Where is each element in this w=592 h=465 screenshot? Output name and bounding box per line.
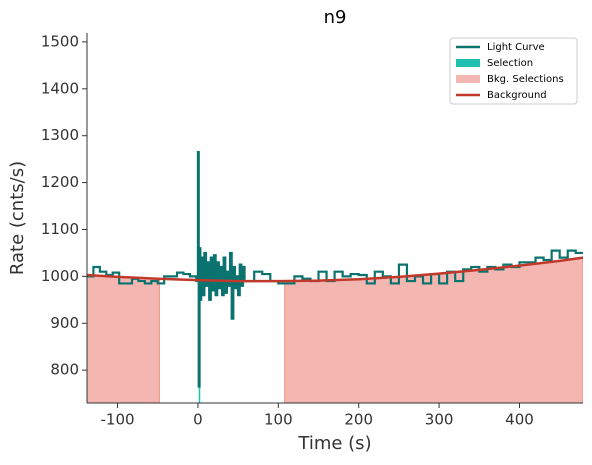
- y-tick-label: 1400: [41, 79, 79, 97]
- bkg-selection: [87, 274, 160, 403]
- y-tick-label: 1000: [41, 267, 79, 285]
- y-tick-label: 1200: [41, 173, 79, 191]
- legend-swatch: [456, 59, 480, 67]
- legend-label: Bkg. Selections: [487, 74, 564, 85]
- legend-label: Selection: [487, 58, 533, 69]
- chart-title: n9: [324, 7, 347, 28]
- y-tick-label: 800: [50, 361, 79, 379]
- x-axis-label: Time (s): [297, 433, 371, 454]
- background-curve: [87, 256, 583, 283]
- x-tick-label: 300: [425, 411, 454, 429]
- selection: [198, 386, 201, 403]
- x-tick-label: 200: [344, 411, 373, 429]
- x-tick-label: -100: [101, 411, 135, 429]
- x-tick-label: 100: [264, 411, 293, 429]
- legend-label: Light Curve: [487, 42, 545, 53]
- x-tick-label: 0: [193, 411, 203, 429]
- y-tick-label: 900: [50, 314, 79, 332]
- y-tick-label: 1500: [41, 32, 79, 50]
- legend-swatch: [456, 75, 480, 83]
- y-tick-label: 1300: [41, 126, 79, 144]
- plot-area: [87, 151, 583, 403]
- x-tick-label: 400: [505, 411, 534, 429]
- legend-label: Background: [487, 90, 547, 101]
- y-tick-label: 1100: [41, 220, 79, 238]
- y-axis-label: Rate (cnts/s): [7, 161, 28, 275]
- legend-frame: [449, 37, 578, 105]
- legend: Light Curve Selection Bkg. Selections Backg…: [449, 37, 578, 105]
- light-curve: [87, 151, 583, 388]
- plot-content: [87, 151, 583, 403]
